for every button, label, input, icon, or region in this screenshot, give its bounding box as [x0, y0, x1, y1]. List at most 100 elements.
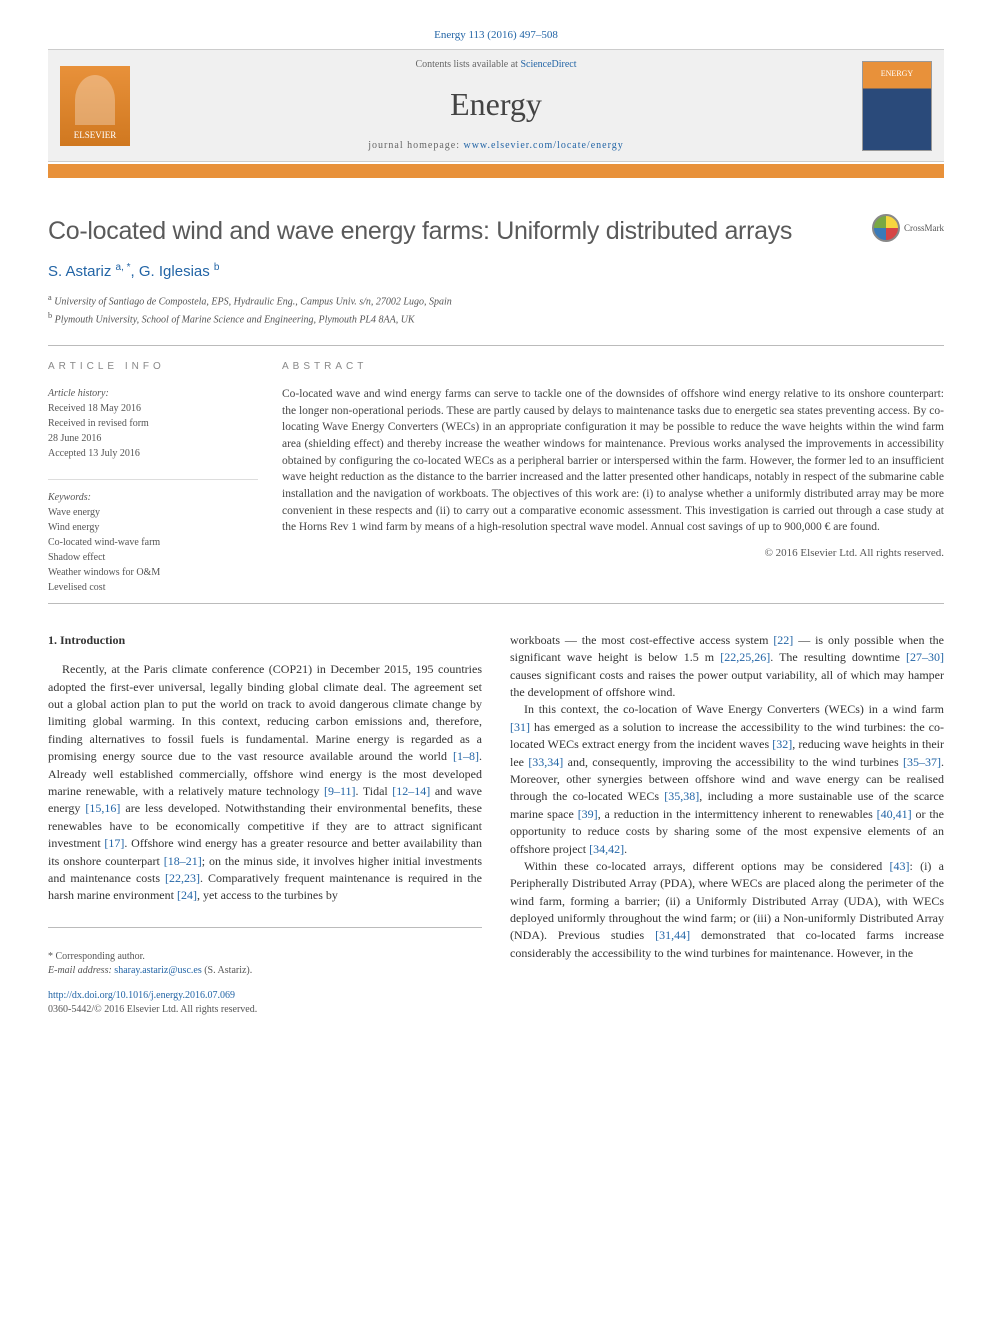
homepage-link[interactable]: www.elsevier.com/locate/energy [463, 140, 623, 151]
column-right: workboats — the most cost-effective acce… [510, 632, 944, 1018]
history-label: Article history: [48, 388, 109, 399]
text-run: causes significant costs and raises the … [510, 668, 944, 699]
citation-ref[interactable]: [15,16] [85, 801, 120, 815]
doi-link[interactable]: http://dx.doi.org/10.1016/j.energy.2016.… [48, 990, 235, 1001]
journal-cover-thumb: ENERGY [862, 61, 932, 151]
citation-ref[interactable]: [22] [773, 633, 793, 647]
email-label: E-mail address: [48, 965, 114, 976]
history-revised-1: Received in revised form [48, 418, 149, 429]
accent-bar [48, 164, 944, 178]
affil-a-text: University of Santiago de Compostela, EP… [54, 297, 452, 308]
publisher-logo: ELSEVIER [60, 66, 130, 146]
sciencedirect-link[interactable]: ScienceDirect [520, 59, 576, 70]
text-run: Recently, at the Paris climate conferenc… [48, 662, 482, 763]
history-accepted: Accepted 13 July 2016 [48, 448, 140, 459]
citation-ref[interactable]: [17] [104, 836, 124, 850]
divider [48, 603, 944, 604]
citation-ref[interactable]: [39] [578, 807, 598, 821]
keyword: Weather windows for O&M [48, 567, 160, 578]
article-history: Article history: Received 18 May 2016 Re… [48, 386, 258, 461]
contents-available: Contents lists available at ScienceDirec… [130, 58, 862, 72]
text-run: and, consequently, improving the accessi… [563, 755, 903, 769]
text-run: Within these co-located arrays, differen… [524, 859, 889, 873]
header-center: Contents lists available at ScienceDirec… [130, 58, 862, 153]
divider [48, 479, 258, 480]
text-run: In this context, the co-location of Wave… [524, 702, 944, 716]
citation-ref[interactable]: [40,41] [877, 807, 912, 821]
author-email-link[interactable]: sharay.astariz@usc.es [114, 965, 201, 976]
section-title: Introduction [60, 633, 125, 647]
copyright-line: © 2016 Elsevier Ltd. All rights reserved… [282, 546, 944, 561]
author-list: S. Astariz a, *, G. Iglesias b [48, 261, 944, 282]
article-info-panel: ARTICLE INFO Article history: Received 1… [48, 360, 258, 595]
citation-ref[interactable]: [34,42] [589, 842, 624, 856]
footer-block: * Corresponding author. E-mail address: … [48, 927, 482, 1018]
citation-ref[interactable]: [12–14] [392, 784, 430, 798]
keyword: Shadow effect [48, 552, 105, 563]
author-1: S. Astariz [48, 263, 116, 280]
keyword: Levelised cost [48, 582, 105, 593]
text-run: , a reduction in the intermittency inher… [598, 807, 877, 821]
citation-ref[interactable]: [33,34] [528, 755, 563, 769]
email-line: E-mail address: sharay.astariz@usc.es (S… [48, 964, 482, 979]
journal-homepage: journal homepage: www.elsevier.com/locat… [130, 139, 862, 153]
abstract-panel: ABSTRACT Co-located wave and wind energy… [282, 360, 944, 595]
text-run: . [624, 842, 627, 856]
section-number: 1. [48, 633, 60, 647]
corresponding-author: * Corresponding author. [48, 950, 482, 965]
keyword: Wave energy [48, 507, 100, 518]
column-left: 1. Introduction Recently, at the Paris c… [48, 632, 482, 1018]
citation-ref[interactable]: [22,25,26] [720, 650, 770, 664]
citation-ref[interactable]: [27–30] [906, 650, 944, 664]
citation-ref[interactable]: [31] [510, 720, 530, 734]
citation-ref[interactable]: [35–37] [903, 755, 941, 769]
crossmark-icon [872, 214, 900, 242]
citation-ref[interactable]: [18–21] [164, 854, 202, 868]
publisher-name: ELSEVIER [74, 129, 117, 142]
citation-ref[interactable]: [35,38] [664, 789, 699, 803]
citation-line: Energy 113 (2016) 497–508 [48, 28, 944, 43]
abstract-label: ABSTRACT [282, 360, 944, 374]
keyword: Wind energy [48, 522, 99, 533]
journal-header: ELSEVIER Contents lists available at Sci… [48, 49, 944, 162]
affil-b: b Plymouth University, School of Marine … [48, 310, 944, 327]
affiliations: a University of Santiago de Compostela, … [48, 292, 944, 327]
citation-ref[interactable]: [43] [889, 859, 909, 873]
citation-ref[interactable]: [32] [772, 737, 792, 751]
keywords-label: Keywords: [48, 492, 91, 503]
citation-ref[interactable]: [24] [177, 888, 197, 902]
crossmark-badge[interactable]: CrossMark [872, 214, 944, 242]
article-title: Co-located wind and wave energy farms: U… [48, 214, 792, 249]
citation-ref[interactable]: [9–11] [324, 784, 356, 798]
section-heading: 1. Introduction [48, 632, 482, 649]
body-paragraph: In this context, the co-location of Wave… [510, 701, 944, 858]
body-paragraph: Recently, at the Paris climate conferenc… [48, 661, 482, 904]
history-received: Received 18 May 2016 [48, 403, 141, 414]
citation-ref[interactable]: [1–8] [453, 749, 479, 763]
body-paragraph: Within these co-located arrays, differen… [510, 858, 944, 962]
citation-ref[interactable]: [22,23] [165, 871, 200, 885]
text-run: workboats — the most cost-effective acce… [510, 633, 773, 647]
crossmark-label: CrossMark [904, 222, 944, 235]
journal-name: Energy [130, 82, 862, 127]
abstract-text: Co-located wave and wind energy farms ca… [282, 386, 944, 536]
cover-label: ENERGY [881, 68, 913, 79]
affil-a: a University of Santiago de Compostela, … [48, 292, 944, 309]
history-revised-2: 28 June 2016 [48, 433, 101, 444]
body-columns: 1. Introduction Recently, at the Paris c… [48, 632, 944, 1018]
keyword: Co-located wind-wave farm [48, 537, 160, 548]
author-sep: , [131, 263, 139, 280]
keywords: Keywords: Wave energy Wind energy Co-loc… [48, 490, 258, 595]
divider [48, 345, 944, 346]
email-who: (S. Astariz). [202, 965, 253, 976]
author-2-affil: b [214, 262, 220, 273]
citation-ref[interactable]: [31,44] [655, 928, 690, 942]
text-run: . Tidal [356, 784, 393, 798]
elsevier-tree-icon [75, 75, 115, 125]
article-info-label: ARTICLE INFO [48, 360, 258, 374]
affil-b-text: Plymouth University, School of Marine Sc… [55, 314, 415, 325]
text-run: . The resulting downtime [770, 650, 906, 664]
text-run: , yet access to the turbines by [197, 888, 338, 902]
author-2: G. Iglesias [139, 263, 214, 280]
homepage-prefix: journal homepage: [368, 140, 463, 151]
